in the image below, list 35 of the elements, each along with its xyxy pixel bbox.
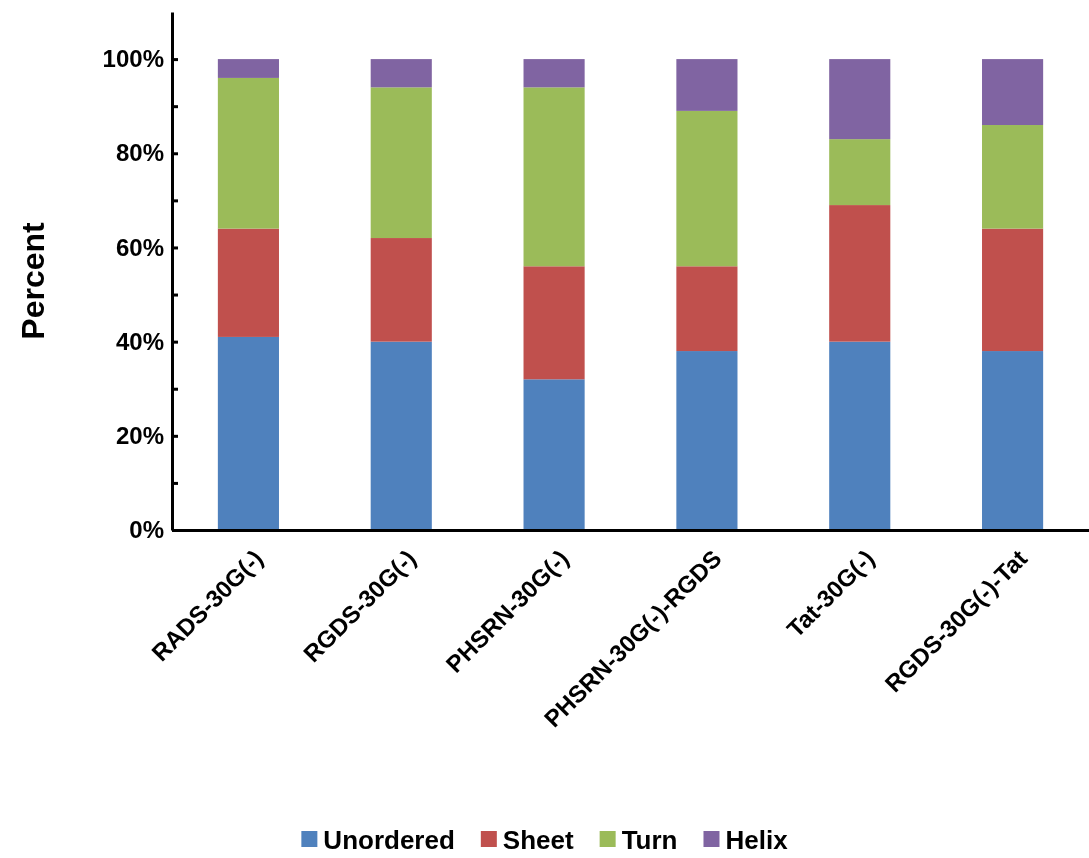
y-axis-title: Percent <box>15 221 51 340</box>
y-tick-label: 40% <box>115 327 164 355</box>
bar <box>217 228 279 337</box>
bar <box>523 379 585 530</box>
bar <box>676 351 738 530</box>
bar <box>370 238 432 342</box>
bar <box>370 87 432 239</box>
bar <box>370 59 432 88</box>
bar <box>370 341 432 530</box>
bar <box>523 266 585 380</box>
bar <box>982 351 1044 530</box>
bar <box>676 110 738 267</box>
bar <box>217 336 279 530</box>
y-tick-label: 0% <box>129 516 164 544</box>
y-tick-label: 60% <box>115 233 164 261</box>
legend-label: Sheet <box>502 825 574 856</box>
bar <box>523 59 585 88</box>
y-tick-label: 20% <box>115 422 164 449</box>
bar <box>829 59 891 140</box>
legend-label: Unordered <box>323 825 455 856</box>
bar <box>523 87 585 267</box>
bar <box>217 77 279 229</box>
bar <box>676 59 738 111</box>
bar <box>829 139 891 206</box>
bar <box>829 205 891 342</box>
bar <box>982 125 1044 229</box>
bar <box>217 59 279 78</box>
bar <box>829 341 891 530</box>
y-tick-label: 80% <box>115 139 164 167</box>
legend-label: Helix <box>725 825 789 856</box>
legend-label: Turn <box>621 825 678 856</box>
y-tick-label: 100% <box>102 45 164 73</box>
bar <box>676 266 738 352</box>
bar <box>982 228 1044 352</box>
bar <box>982 59 1044 126</box>
